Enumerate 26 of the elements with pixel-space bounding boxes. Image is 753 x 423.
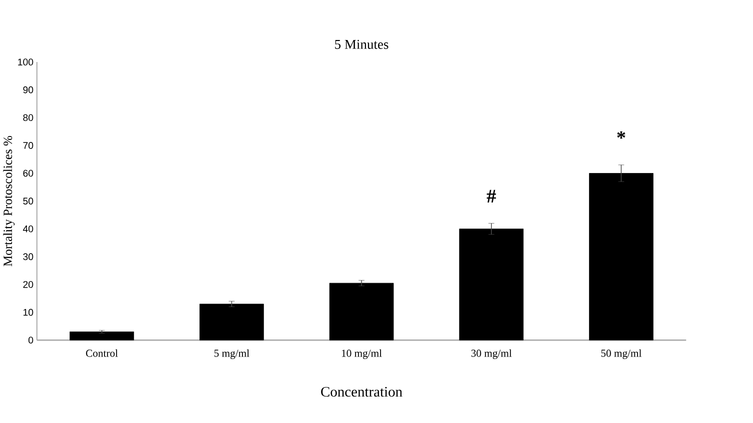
y-tick-label: 60	[23, 170, 34, 176]
x-tick-label: 5 mg/ml	[214, 349, 250, 359]
bar	[200, 304, 264, 340]
y-tick-label: 100	[18, 58, 34, 66]
bar	[589, 172, 654, 340]
y-axis-title: Mortality Protoscolices %	[3, 136, 15, 266]
x-tick-label: 50 mg/ml	[601, 349, 642, 359]
y-tick-label: 10	[24, 308, 34, 316]
x-axis-title: Concentration	[321, 386, 402, 396]
x-tick-label: 10 mg/ml	[342, 349, 382, 359]
y-tick-label: 30	[23, 253, 34, 260]
y-tick-label: 40	[22, 225, 34, 232]
chart-title: 5 Minutes	[335, 40, 388, 49]
y-tick-label: 20	[23, 280, 34, 288]
annotation: *	[617, 131, 626, 138]
bar	[329, 282, 394, 340]
x-tick-label: 30 mg/ml	[471, 349, 512, 359]
y-tick-label: 70	[23, 142, 34, 149]
x-tick-label: Control	[86, 349, 118, 357]
y-tick-label: 90	[23, 86, 34, 94]
y-tick-label: 80	[23, 114, 34, 121]
y-tick-label: 50	[23, 197, 34, 204]
bar	[70, 331, 134, 340]
annotation: #	[486, 190, 496, 202]
bar	[459, 228, 524, 340]
y-tick-label: 0	[28, 336, 34, 344]
